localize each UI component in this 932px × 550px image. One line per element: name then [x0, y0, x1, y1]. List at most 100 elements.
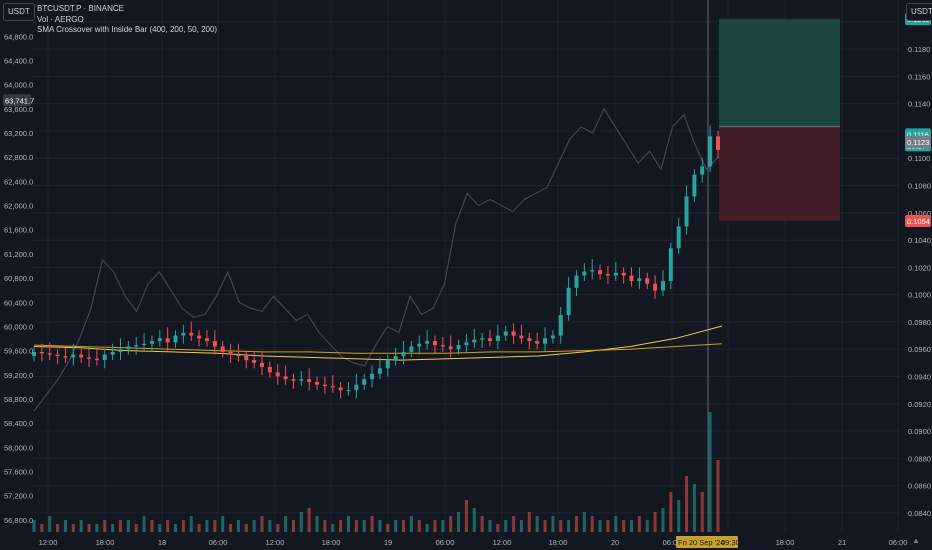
volume-bar: [582, 512, 586, 532]
volume-bar: [323, 520, 327, 532]
candle-body: [425, 341, 430, 344]
time-axis[interactable]: 12:00 18:00 18 06:00 12:00 18:00 19 06:00 12:00 1…: [39, 538, 908, 547]
candle-body: [204, 338, 209, 342]
candle-body: [212, 341, 217, 347]
volume-bar: [166, 520, 170, 532]
time-tick-label: 06:00: [663, 538, 682, 547]
volume-bar: [685, 476, 689, 532]
right-tick-label: 0.1020: [908, 263, 931, 272]
crosshair-time-label: 09:30: [721, 538, 740, 547]
left-tick-label: 58,800.0: [4, 395, 33, 404]
right-tick-label: 0.1080: [908, 182, 931, 191]
indicator-legend[interactable]: SMA Crossover with Inside Bar (400, 200,…: [37, 25, 218, 34]
candle-body: [535, 341, 540, 344]
candle-body: [488, 338, 492, 342]
candle-body: [519, 335, 524, 339]
left-tick-label: 57,200.0: [4, 492, 33, 501]
candle-body: [283, 376, 288, 380]
volume-bar: [205, 520, 209, 532]
candle-body: [197, 335, 202, 339]
candle-body: [668, 248, 673, 282]
candle-body: [142, 343, 147, 346]
candle-body: [220, 346, 225, 352]
left-tick-label: 63,600.0: [4, 105, 33, 114]
volume-bar: [464, 500, 468, 532]
volume-bar: [221, 516, 225, 532]
volume-bar: [630, 520, 634, 532]
time-tick-label: 18: [158, 538, 166, 547]
volume-bar: [118, 520, 122, 532]
auto-scale-icon[interactable]: ▲: [912, 536, 920, 545]
candle-body: [637, 278, 642, 282]
volume-bar: [134, 524, 138, 532]
candle-body: [393, 356, 398, 361]
candle-body: [149, 341, 154, 344]
candle-body: [165, 338, 170, 343]
candle-body: [244, 356, 249, 361]
left-currency-button[interactable]: USDT: [3, 3, 35, 21]
candle-body: [566, 287, 571, 316]
left-tick-label: 63,200.0: [4, 129, 33, 138]
right-tick-label: 0.0840: [908, 509, 931, 518]
candle-body: [157, 338, 162, 342]
position-zones: [719, 19, 840, 221]
right-tick-label: 0.1100: [908, 154, 930, 163]
volume-bar: [700, 492, 704, 532]
volume-bar: [645, 520, 649, 532]
candle-body: [558, 315, 563, 336]
volume-bar: [512, 516, 516, 532]
candle-body: [480, 338, 485, 340]
left-tick-label: 57,600.0: [4, 468, 33, 477]
candle-body: [700, 166, 705, 175]
btc-price-line: [33, 107, 719, 412]
candle-body: [39, 351, 44, 354]
volume-bar: [346, 516, 350, 532]
time-tick-label: 18:00: [549, 538, 568, 547]
left-tick-label: 61,600.0: [4, 226, 33, 235]
last-price-label-box: [3, 94, 31, 107]
right-tick-label: 0.0980: [908, 318, 931, 327]
left-tick-label: 61,200.0: [4, 250, 33, 259]
btc-overlay-line: [33, 107, 719, 412]
volume-bar: [574, 516, 578, 532]
volume-bar: [519, 520, 523, 532]
candle-body: [32, 351, 36, 357]
time-tick-label: 12:00: [266, 538, 285, 547]
volume-bar: [402, 520, 406, 532]
stop-loss-zone: [719, 126, 840, 221]
volume-bar: [339, 520, 343, 532]
volume-bar: [268, 520, 272, 532]
volume-bar: [158, 524, 162, 532]
take-profit-zone: [719, 19, 840, 127]
volume-bar: [307, 508, 311, 532]
symbol-title[interactable]: BTCUSDT.P · BINANCE: [37, 4, 124, 13]
volume-bar: [331, 524, 335, 532]
volume-bar: [496, 524, 500, 532]
volume-legend[interactable]: Vol · AERGO: [37, 14, 84, 24]
time-tick-label: 18:00: [776, 538, 795, 547]
candle-body: [47, 353, 52, 355]
volume-bar: [472, 508, 476, 532]
volume-bar: [409, 516, 413, 532]
left-tick-label: 58,000.0: [4, 443, 33, 452]
volume-bar: [433, 520, 437, 532]
entry-label: 0.1123: [907, 138, 929, 147]
candle-body: [543, 338, 548, 344]
volume-bar: [87, 524, 91, 532]
candle-body: [110, 351, 115, 355]
candle-body: [87, 357, 92, 359]
candle-body: [409, 346, 414, 352]
left-tick-label: 59,200.0: [4, 371, 33, 380]
left-tick-label: 58,400.0: [4, 419, 33, 428]
right-currency-button[interactable]: USDT: [906, 3, 932, 21]
left-tick-label: 60,400.0: [4, 298, 33, 307]
right-tick-label: 0.0940: [908, 372, 931, 381]
candle-body: [79, 354, 84, 358]
chart-grid: [32, 0, 900, 532]
candle-body: [322, 384, 327, 387]
volume-bar: [378, 520, 382, 532]
volume-bar: [252, 520, 256, 532]
candle-body: [173, 335, 178, 343]
candle-body: [118, 349, 123, 352]
